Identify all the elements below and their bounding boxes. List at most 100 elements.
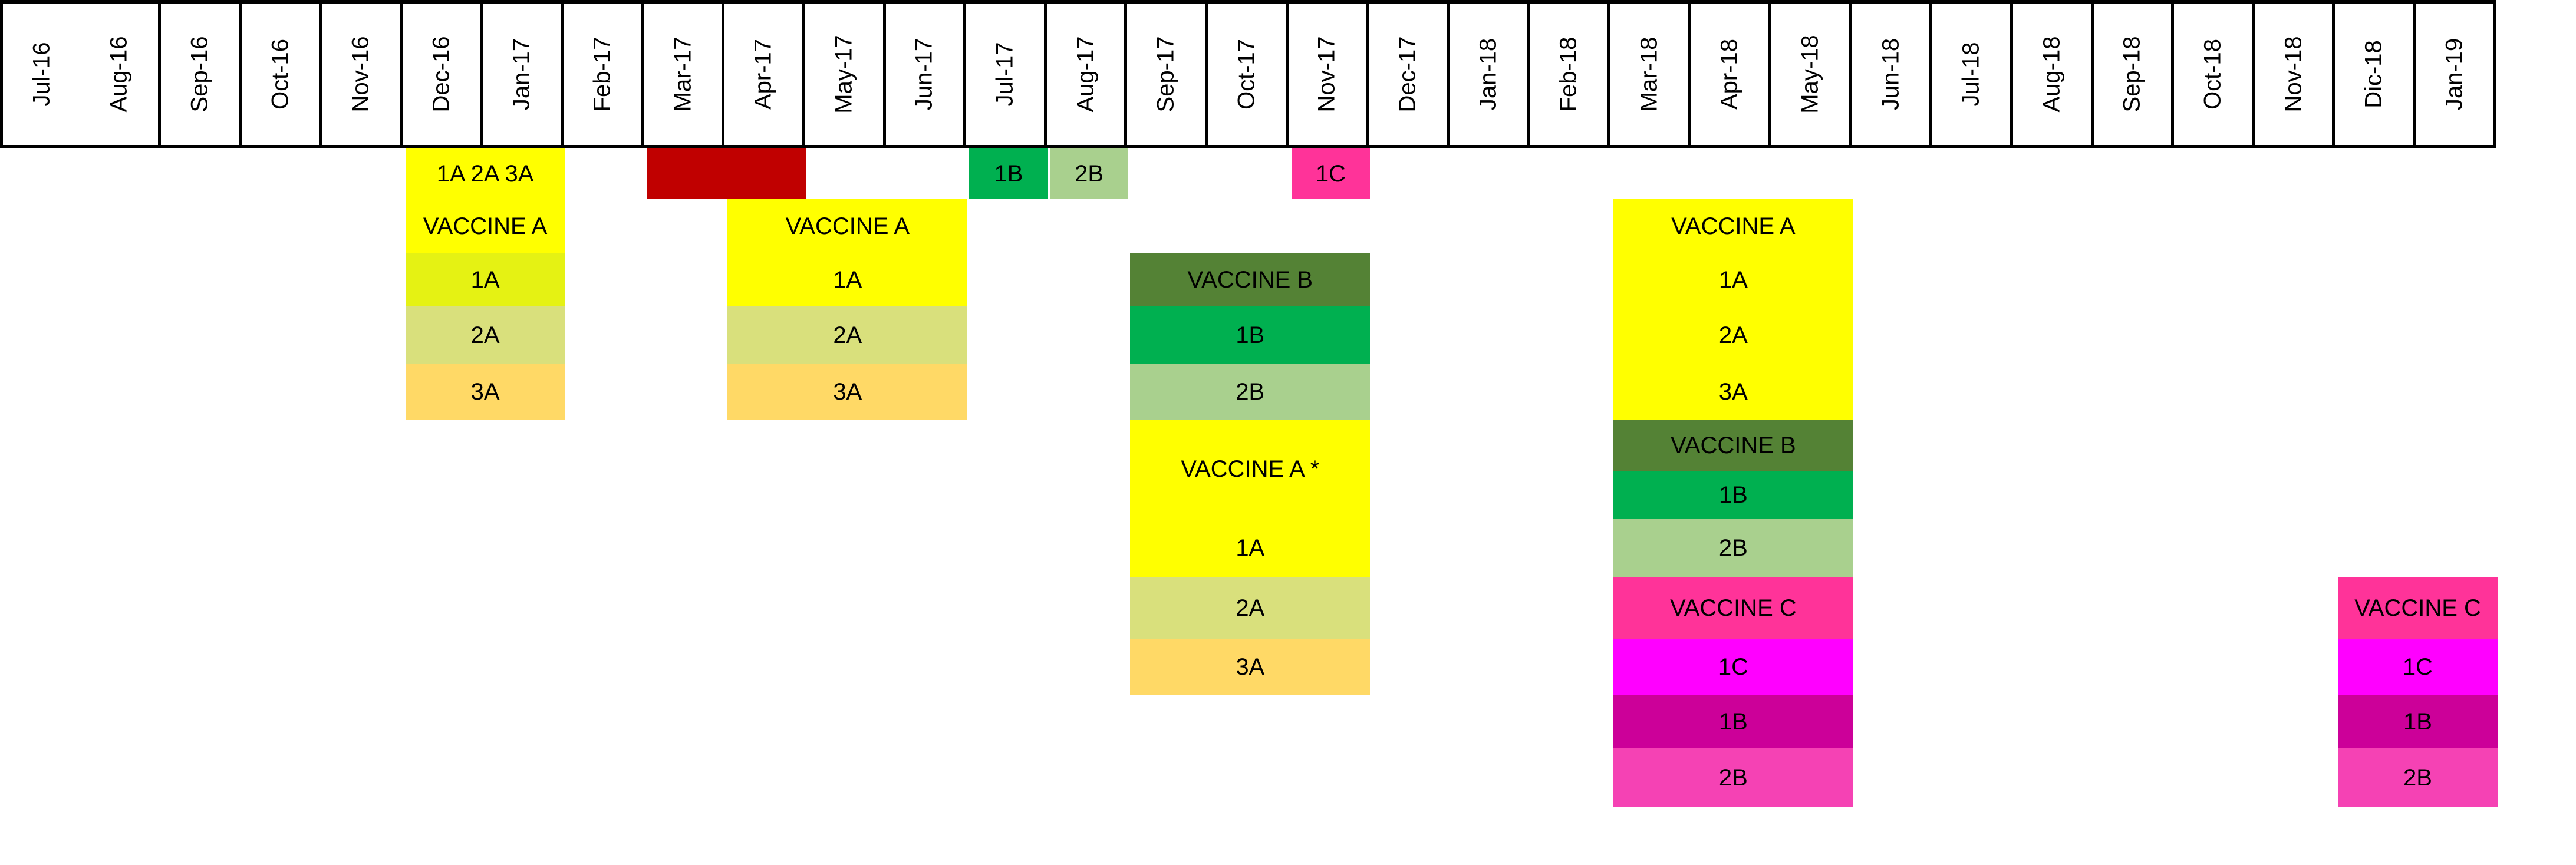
block-mar18-1b-c: 1B	[1613, 695, 1853, 748]
block-apr17-3a: 3A	[727, 364, 968, 420]
block-label: VACCINE A	[1671, 213, 1796, 239]
month-header-dic-18: Dic-18	[2335, 0, 2416, 148]
month-header-oct-16: Oct-16	[241, 0, 322, 148]
block-label: 1A 2A 3A	[436, 160, 534, 187]
block-label: 3A	[833, 378, 862, 405]
month-header-jan-19: Jan-19	[2416, 0, 2496, 148]
block-label: 2A	[833, 322, 862, 348]
block-label: 2B	[1236, 378, 1265, 405]
month-label: Sep-17	[1152, 36, 1179, 113]
month-header-mar-18: Mar-18	[1610, 0, 1691, 148]
block-apr17-1a: 1A	[727, 253, 968, 306]
month-label: Feb-17	[589, 37, 615, 112]
month-label: Mar-17	[670, 37, 696, 112]
month-header-feb-17: Feb-17	[564, 0, 644, 148]
block-apr17-vaccine-a: VACCINE A	[727, 199, 968, 253]
block-label: 1B	[2403, 708, 2432, 735]
block-nov17-1c: 1C	[1291, 148, 1371, 199]
block-label: VACCINE A *	[1181, 455, 1320, 482]
block-jul17-1b: 1B	[969, 148, 1048, 199]
month-header-aug-17: Aug-17	[1046, 0, 1128, 148]
block-sep17-3a: 3A	[1130, 639, 1371, 695]
month-header-apr-17: Apr-17	[724, 0, 805, 148]
block-dec16-1a: 1A	[406, 253, 565, 306]
month-label: Jun-17	[911, 38, 937, 111]
month-label: Dec-17	[1394, 36, 1421, 113]
block-label: 1B	[994, 160, 1023, 187]
block-dec16-2a: 2A	[406, 306, 565, 364]
block-label: 3A	[470, 378, 500, 405]
month-label: Feb-18	[1555, 37, 1582, 112]
block-mar18-1a: 1A	[1613, 253, 1853, 306]
month-label: Oct-17	[1233, 38, 1260, 110]
month-label: Apr-17	[750, 38, 776, 110]
month-header-nov-18: Nov-18	[2254, 0, 2335, 148]
month-label: Jun-18	[1877, 38, 1904, 111]
block-mar18-vaccine-b: VACCINE B	[1613, 420, 1853, 471]
block-label: 2A	[1718, 322, 1748, 348]
block-mar18-vaccine-c: VACCINE C	[1613, 577, 1853, 639]
block-label: 1B	[1718, 481, 1748, 508]
month-header-oct-17: Oct-17	[1208, 0, 1289, 148]
block-label: 2A	[1236, 595, 1265, 621]
block-label: 1A	[1718, 266, 1748, 293]
block-label: 1A	[470, 266, 500, 293]
month-header-sep-16: Sep-16	[161, 0, 242, 148]
block-sep17-vaccine-b: VACCINE B	[1130, 253, 1371, 306]
block-label: VACCINE C	[1669, 595, 1797, 621]
month-label: Mar-18	[1636, 37, 1662, 112]
month-label: Aug-17	[1072, 36, 1099, 113]
block-mar18-2b: 2B	[1613, 519, 1853, 577]
block-mar18-vaccine-a: VACCINE A	[1613, 199, 1853, 253]
month-label: Oct-16	[267, 38, 294, 110]
block-label: 1C	[2402, 654, 2433, 680]
month-label: Sep-18	[2119, 36, 2145, 113]
month-label: Nov-16	[347, 36, 374, 113]
block-label: 2B	[1718, 534, 1748, 561]
month-header-dec-17: Dec-17	[1369, 0, 1450, 148]
block-sep17-2a: 2A	[1130, 577, 1371, 639]
block-dec16-3a: 3A	[406, 364, 565, 420]
block-label: VACCINE A	[785, 213, 910, 239]
month-header-may-17: May-17	[805, 0, 886, 148]
block-label: VACCINE A	[423, 213, 548, 239]
month-label: Nov-18	[2280, 36, 2307, 113]
month-label: Jan-17	[508, 38, 535, 111]
block-mar18-2a: 2A	[1613, 306, 1853, 364]
month-label: Jul-16	[28, 42, 55, 107]
month-header-jan-17: Jan-17	[483, 0, 564, 148]
month-header-feb-18: Feb-18	[1530, 0, 1610, 148]
block-label: 1B	[1718, 708, 1748, 735]
block-mar18-3a: 3A	[1613, 364, 1853, 420]
month-label: Jan-18	[1475, 38, 1501, 111]
block-sep17-1a: 1A	[1130, 519, 1371, 577]
block-label: 1C	[1315, 160, 1346, 187]
month-header-jun-17: Jun-17	[885, 0, 967, 148]
block-label: 1C	[1718, 654, 1748, 680]
block-label: 2B	[1075, 160, 1104, 187]
month-header-jul-18: Jul-18	[1932, 0, 2013, 148]
block-sep17-2b: 2B	[1130, 364, 1371, 420]
month-header-apr-18: Apr-18	[1691, 0, 1772, 148]
month-header-nov-17: Nov-17	[1288, 0, 1369, 148]
block-mar18-1b: 1B	[1613, 471, 1853, 519]
month-header-sep-17: Sep-17	[1127, 0, 1208, 148]
block-dec16-vaccine-a: VACCINE A	[406, 199, 565, 253]
block-label: VACCINE C	[2354, 595, 2481, 621]
block-label: VACCINE B	[1187, 266, 1313, 293]
month-label: Sep-16	[186, 36, 213, 113]
block-label: 1A	[1236, 534, 1265, 561]
block-sep17-1b: 1B	[1130, 306, 1371, 364]
month-label: Oct-18	[2199, 38, 2226, 110]
month-header-jul-16: Jul-16	[0, 0, 84, 148]
month-header-aug-18: Aug-18	[2013, 0, 2094, 148]
month-header-mar-17: Mar-17	[644, 0, 725, 148]
block-apr17-2a: 2A	[727, 306, 968, 364]
month-label: Nov-17	[1313, 36, 1340, 113]
month-label: Dic-18	[2360, 40, 2387, 108]
month-label: Aug-16	[106, 36, 132, 113]
block-label: 2A	[470, 322, 500, 348]
month-label: May-18	[1797, 35, 1823, 114]
month-label: Dec-16	[428, 36, 454, 113]
